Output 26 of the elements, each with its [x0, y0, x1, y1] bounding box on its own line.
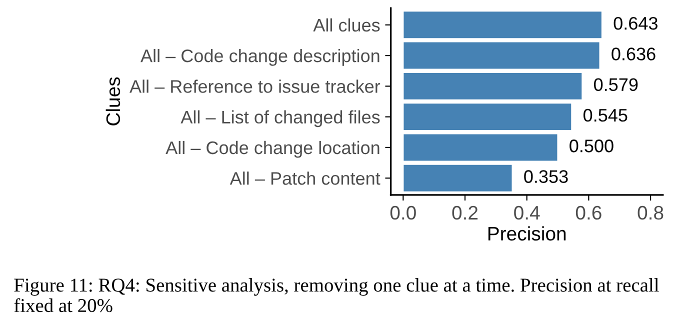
y-tick-label: All clues — [313, 18, 380, 32]
data-label: 0.545 — [584, 108, 628, 122]
y-tick-label: All – Patch content — [230, 172, 380, 185]
bar — [402, 41, 600, 70]
data-label: 0.353 — [524, 170, 568, 183]
x-tick-label: 0.2 — [452, 206, 478, 220]
bar — [402, 10, 603, 40]
y-tick-label: All – List of changed files — [180, 110, 380, 128]
caption: Figure 11: RQ4: Sensitive analysis, removing one clue at a time. Precision at recall fixed at 20% — [14, 278, 659, 312]
data-label: 0.636 — [612, 48, 656, 60]
bar — [402, 102, 572, 132]
data-label: 0.579 — [594, 78, 638, 92]
y-tick-label: All – Code change description — [140, 48, 380, 66]
bar — [402, 133, 558, 162]
data-label: 0.500 — [570, 140, 614, 152]
bar — [402, 164, 513, 192]
x-tick-label: 0.0 — [390, 206, 416, 220]
data-label: 0.643 — [614, 16, 658, 30]
x-tick-label: 0.6 — [576, 206, 602, 220]
bar — [402, 72, 583, 101]
y-axis-title: Clues — [106, 77, 120, 126]
x-axis-title: Precision — [488, 226, 566, 241]
y-tick-label: All – Reference to issue tracker — [130, 80, 380, 93]
y-tick-label: All – Code change location — [166, 140, 380, 158]
x-tick-label: 0.4 — [514, 206, 540, 220]
x-tick-label: 0.8 — [638, 206, 664, 220]
